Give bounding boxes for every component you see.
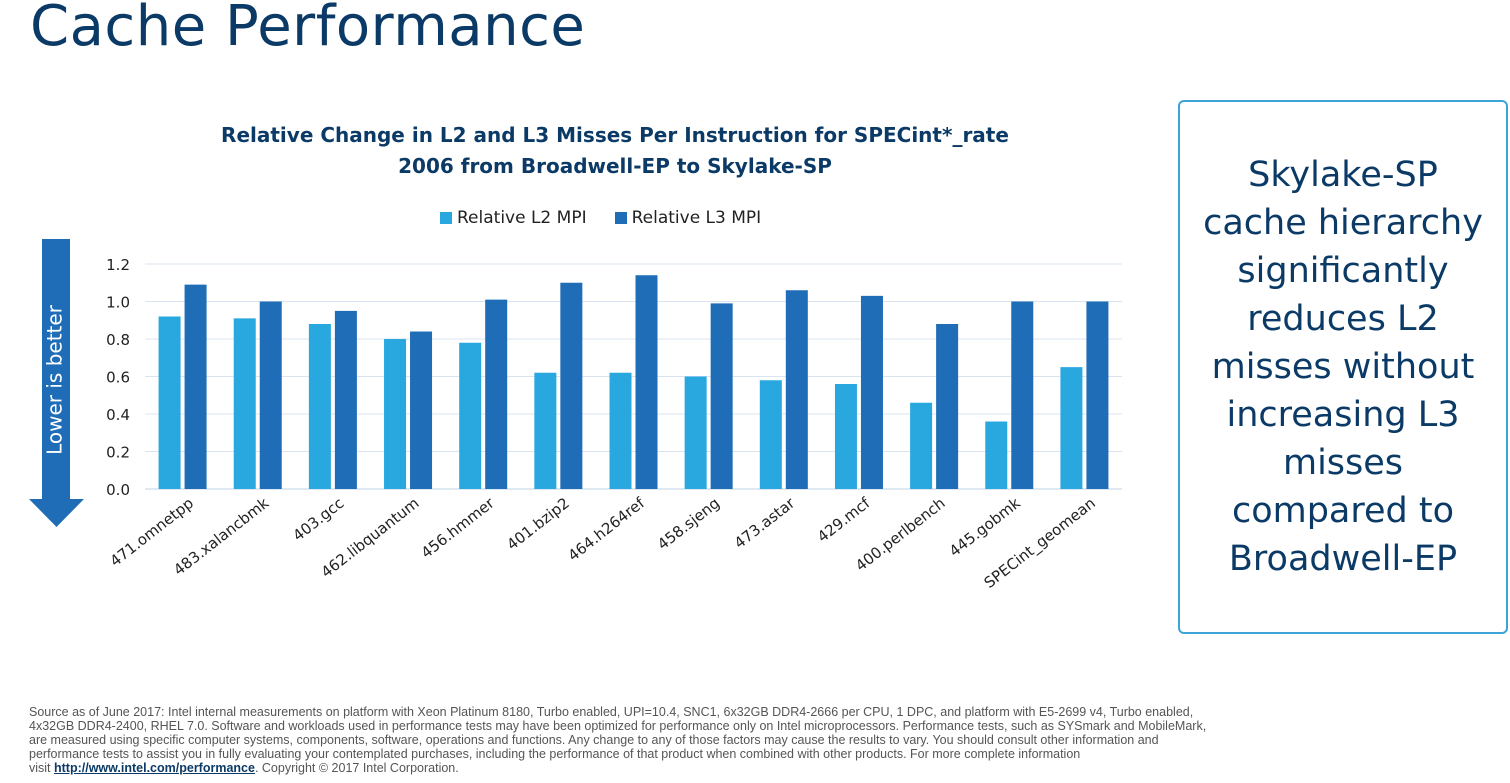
- bar-l2: [1060, 367, 1083, 489]
- bar-l2: [759, 380, 782, 489]
- lower-is-better-arrow-shaft: [42, 239, 70, 501]
- legend-item-l3: Relative L3 MPI: [614, 208, 762, 228]
- x-tick-label: 445.gobmk: [946, 494, 1024, 561]
- bar-l2: [609, 372, 632, 489]
- x-tick-label: 458.sjeng: [654, 494, 723, 554]
- bar-l3: [485, 299, 508, 489]
- legend-swatch-l3: [614, 212, 627, 224]
- footnote-visit: visit: [29, 761, 54, 775]
- bar-l3: [184, 284, 207, 489]
- bar-l3: [334, 310, 357, 489]
- x-tick-label: 403.gcc: [289, 494, 347, 545]
- bar-l2: [910, 402, 933, 489]
- chart-title: Relative Change in L2 and L3 Misses Per …: [180, 120, 1050, 182]
- bar-l3: [259, 301, 282, 489]
- y-tick-label: 0.0: [106, 481, 130, 499]
- bar-l3: [710, 303, 733, 489]
- bar-l3: [635, 275, 658, 489]
- bar-l2: [158, 316, 181, 489]
- bar-l2: [684, 376, 707, 489]
- bar-l3: [785, 290, 808, 489]
- callout-box: Skylake-SP cache hierarchy significantly…: [1178, 100, 1508, 634]
- bar-l2: [308, 324, 331, 489]
- x-tick-label: 456.hmmer: [418, 493, 499, 562]
- bar-l2: [384, 339, 407, 489]
- chart-title-line-2: 2006 from Broadwell-EP to Skylake-SP: [398, 154, 832, 178]
- bar-l2: [459, 342, 482, 489]
- slide-title: Cache Performance: [30, 0, 586, 59]
- bar-l3: [1086, 301, 1109, 489]
- footnote-line-5: visit http://www.intel.com/performance. …: [29, 761, 1509, 775]
- bar-l3: [560, 282, 583, 489]
- chart-legend: Relative L2 MPI Relative L3 MPI: [440, 207, 789, 229]
- legend-label-l2: Relative L2 MPI: [457, 208, 587, 228]
- bar-l3: [860, 295, 883, 489]
- legend-label-l3: Relative L3 MPI: [631, 208, 762, 228]
- x-tick-label: 429.mcf: [814, 494, 874, 547]
- lower-is-better-arrow-head: [29, 499, 84, 527]
- legend-item-l2: Relative L2 MPI: [440, 208, 587, 228]
- footnote: Source as of June 2017: Intel internal m…: [29, 705, 1509, 775]
- bar-l2: [233, 318, 256, 489]
- footnote-line-3: are measured using specific computer sys…: [29, 733, 1159, 747]
- performance-link[interactable]: http://www.intel.com/performance: [54, 761, 255, 775]
- bar-l2: [834, 384, 857, 489]
- footnote-line-1: Source as of June 2017: Intel internal m…: [29, 705, 1194, 719]
- y-tick-label: 0.8: [106, 331, 130, 349]
- y-tick-label: 0.2: [106, 444, 130, 462]
- y-tick-label: 1.0: [106, 294, 130, 312]
- legend-swatch-l2: [440, 212, 452, 224]
- bar-chart: 0.00.20.40.60.81.01.2471.omnetpp483.xala…: [29, 239, 1122, 593]
- x-tick-label: 401.bzip2: [503, 494, 572, 554]
- y-tick-label: 0.6: [106, 369, 130, 387]
- bar-l3: [936, 324, 959, 489]
- bar-l3: [1011, 301, 1034, 489]
- y-tick-label: 0.4: [106, 406, 130, 424]
- bar-l3: [410, 331, 433, 489]
- chart-title-line-1: Relative Change in L2 and L3 Misses Per …: [221, 123, 1009, 147]
- footnote-line-2: 4x32GB DDR4-2400, RHEL 7.0. Software and…: [29, 719, 1207, 733]
- lower-is-better-label: Lower is better: [43, 304, 67, 455]
- bar-l2: [985, 421, 1008, 489]
- footnote-copyright: . Copyright © 2017 Intel Corporation.: [254, 761, 459, 775]
- x-tick-label: 464.h264ref: [564, 494, 648, 565]
- footnote-line-4: performance tests to assist you in fully…: [29, 747, 1081, 761]
- bar-l2: [534, 372, 557, 489]
- callout-text: Skylake-SP cache hierarchy significantly…: [1203, 155, 1483, 579]
- x-tick-label: 473.astar: [731, 493, 799, 552]
- y-tick-label: 1.2: [106, 256, 130, 274]
